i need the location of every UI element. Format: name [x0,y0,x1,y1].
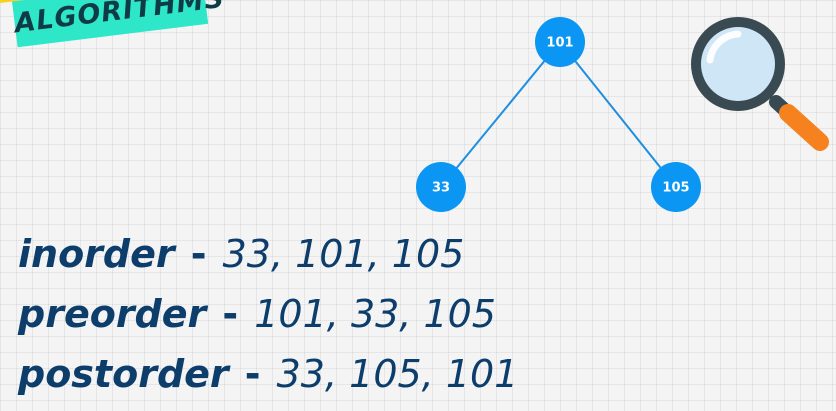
traversal-sequence: 33, 105, 101 [276,352,519,396]
tree-node-left: 33 [416,162,466,212]
tree-node-right: 105 [651,162,701,212]
magnifying-glass-icon [691,17,829,151]
node-label-left: 33 [432,181,450,196]
edge-root-left [440,41,561,188]
binary-tree-diagram: 101 33 105 [416,17,701,212]
edge-root-right [559,41,677,188]
traversal-separator: - [244,352,261,396]
traversal-name: inorder [18,232,175,276]
node-circle [651,162,701,212]
traversal-sequence: 101, 33, 105 [254,292,496,336]
traversal-list: inorder - 33, 101, 105 preorder - 101, 3… [18,224,518,404]
traversal-name: preorder [18,292,207,336]
tree-node-root: 101 [535,17,585,67]
traversal-postorder: postorder - 33, 105, 101 [18,344,518,404]
node-circle [416,162,466,212]
node-circle [535,17,585,67]
traversal-preorder: preorder - 101, 33, 105 [18,284,518,344]
node-label-right: 105 [662,181,689,196]
traversal-sequence: 33, 101, 105 [222,232,465,276]
traversal-separator: - [222,292,239,336]
traversal-inorder: inorder - 33, 101, 105 [18,224,518,284]
traversal-name: postorder [18,352,229,396]
traversal-separator: - [190,232,207,276]
node-label-root: 101 [546,36,573,51]
